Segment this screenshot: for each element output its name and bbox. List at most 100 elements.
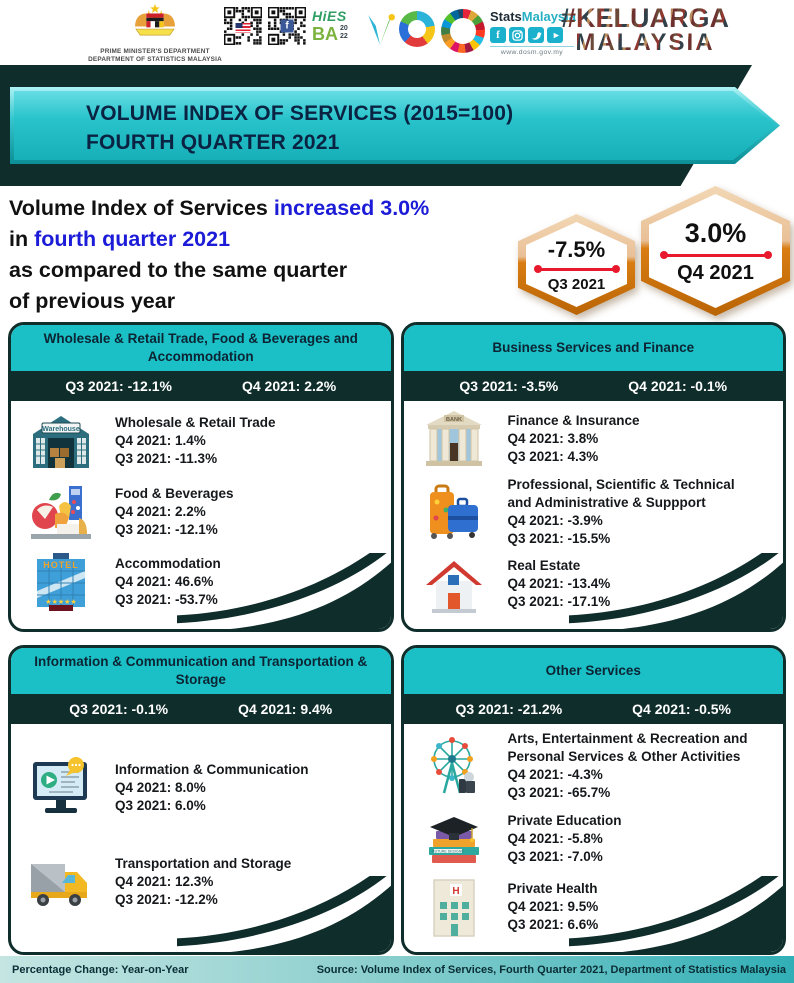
panel-stats-bar: Q3 2021: -0.1% Q4 2021: 9.4% (11, 694, 391, 724)
panel-title: Information & Communication and Transpor… (11, 648, 391, 694)
service-name: Information & Communication (115, 761, 309, 777)
hotel-icon: HOTEL ★★★★★ (29, 551, 93, 615)
service-q3-stat: Q3 2021: -53.7% (115, 592, 218, 608)
briefcase-icon (422, 480, 486, 544)
service-q3-stat: Q3 2021: 4.3% (507, 449, 599, 465)
q4-badge-label: Q4 2021 (677, 261, 754, 284)
service-item: BANK Finance & Insurance Q4 2021: 3.8% Q… (422, 407, 784, 471)
page-title-line1: VOLUME INDEX OF SERVICES (2015=100) (86, 102, 514, 125)
footer-source: Source: Volume Index of Services, Fourth… (316, 963, 786, 976)
panel-body: Information & Communication Q4 2021: 8.0… (11, 724, 391, 952)
service-q4-stat: Q4 2021: 9.5% (507, 899, 599, 915)
service-name: Finance & Insurance (507, 413, 640, 429)
hies-ba-wordmark: BA (312, 24, 338, 44)
service-q4-stat: Q4 2021: 46.6% (115, 574, 214, 590)
footer-note: Percentage Change: Year-on-Year (12, 963, 189, 976)
service-text: Finance & Insurance Q4 2021: 3.8% Q3 202… (508, 412, 640, 466)
panel-other-services: Other Services Q3 2021: -21.2% Q4 2021: … (400, 645, 786, 955)
bank-icon: BANK (422, 407, 486, 471)
service-q3-stat: Q3 2021: -15.5% (507, 530, 611, 546)
hies-year-bottom: 22 (340, 32, 348, 40)
service-q4-stat: Q4 2021: 1.4% (115, 433, 206, 449)
intro-seg1: Volume Index of Services (9, 196, 274, 220)
panel-q4-stat: Q4 2021: 2.2% (241, 378, 337, 394)
dosm-crest-block: PRIME MINISTER'S DEPARTMENT DEPARTMENT O… (85, 3, 225, 65)
youtube-icon (547, 27, 563, 43)
footer: Percentage Change: Year-on-Year Source: … (0, 956, 794, 983)
service-item: HOTEL ★★★★★ Accommodation Q4 2021: 46.6% … (29, 551, 391, 615)
service-item: Arts, Entertainment & Recreation and Per… (422, 730, 784, 802)
facebook-icon: f (490, 27, 506, 43)
red-divider (659, 251, 772, 259)
malaysia-coat-of-arms-icon (135, 3, 175, 36)
intro-highlight-quarter: fourth quarter 2021 (34, 226, 231, 251)
panel-stats-bar: Q3 2021: -21.2% Q4 2021: -0.5% (403, 694, 783, 724)
warehouse-icon: Warehouse (29, 410, 93, 474)
corner-swoosh-decoration (176, 553, 391, 629)
page-title-line2: FOURTH QUARTER 2021 (86, 130, 340, 154)
q3-badge-value: -7.5% (547, 236, 606, 262)
svg-text:FUTURE DESIGNS: FUTURE DESIGNS (432, 850, 464, 854)
service-q4-stat: Q4 2021: 12.3% (115, 873, 214, 889)
dept-line2: DEPARTMENT OF STATISTICS MALAYSIA (88, 56, 222, 64)
service-text: Real Estate Q4 2021: -13.4% Q3 2021: -17… (508, 557, 611, 611)
service-name: Transportation and Storage (115, 855, 292, 871)
service-text: Professional, Scientific & Technical and… (508, 476, 760, 548)
panel-q3-stat: Q3 2021: -21.2% (455, 701, 563, 717)
svg-text:H: H (452, 886, 459, 897)
svg-text:BANK: BANK (446, 417, 462, 423)
service-name: Real Estate (507, 558, 581, 574)
service-text: Transportation and Storage Q4 2021: 12.3… (115, 855, 291, 909)
red-divider (533, 265, 620, 273)
panel-q4-stat: Q4 2021: -0.5% (632, 701, 731, 717)
hies-year-top: 20 (340, 25, 348, 32)
svg-text:HOTEL: HOTEL (43, 560, 79, 570)
service-q3-stat: Q3 2021: -65.7% (507, 785, 611, 801)
statsmalaysia-block: StatsMalaysia f www.dosm.gov.my (490, 9, 590, 56)
service-q3-stat: Q3 2021: -12.1% (115, 521, 218, 537)
service-name: Food & Beverages (115, 485, 234, 501)
title-banner: VOLUME INDEX OF SERVICES (2015=100) FOUR… (10, 87, 780, 164)
service-q3-stat: Q3 2021: 6.6% (507, 917, 599, 933)
intro-seg3: in (9, 226, 35, 251)
qr-code-dosm-icon (223, 6, 263, 46)
service-name: Accommodation (115, 556, 221, 572)
svg-text:★★★★★: ★★★★★ (45, 598, 76, 606)
panel-q4-stat: Q4 2021: 9.4% (238, 701, 333, 717)
service-q4-stat: Q4 2021: 2.2% (115, 503, 206, 519)
census-swirl-logo-icon (399, 11, 435, 47)
panel-title: Wholesale & Retail Trade, Food & Beverag… (11, 325, 391, 371)
service-item: Professional, Scientific & Technical and… (422, 476, 784, 548)
qr-code-facebook-icon: f (267, 6, 307, 46)
service-q3-stat: Q3 2021: 6.0% (115, 797, 206, 813)
service-q4-stat: Q4 2021: -13.4% (507, 576, 611, 592)
intro-line3: as compared to the same quarter (9, 257, 348, 282)
service-name: Professional, Scientific & Technical and… (507, 476, 735, 510)
q4-badge-value: 3.0% (684, 217, 747, 248)
malaysia-flag-icon (235, 22, 251, 33)
service-item: FUTURE DESIGNS Private Education Q4 2021… (422, 807, 784, 871)
q3-badge-label: Q3 2021 (547, 275, 606, 293)
panel-title: Business Services and Finance (403, 325, 783, 371)
website-url: www.dosm.gov.my (490, 46, 574, 56)
graduation-icon: FUTURE DESIGNS (422, 807, 486, 871)
intro-text: Volume Index of Services increased 3.0% … (9, 193, 429, 317)
truck-icon (29, 850, 93, 914)
intro-line4: of previous year (9, 288, 176, 313)
service-q3-stat: Q3 2021: -7.0% (507, 848, 603, 864)
keluarga-malaysia-logo: #KELUARGA MALAYSIA (556, 6, 734, 54)
service-q4-stat: Q4 2021: 8.0% (115, 779, 206, 795)
service-item: Information & Communication Q4 2021: 8.0… (29, 756, 391, 820)
service-name: Private Education (507, 812, 622, 828)
panel-q3-stat: Q3 2021: -3.5% (459, 378, 559, 394)
panel-business-services-finance: Business Services and Finance Q3 2021: -… (400, 322, 786, 632)
panel-wholesale-retail-food-accommodation: Wholesale & Retail Trade, Food & Beverag… (8, 322, 394, 632)
intro-highlight-growth: increased 3.0% (273, 196, 430, 220)
service-item: Transportation and Storage Q4 2021: 12.3… (29, 850, 391, 914)
svg-text:Warehouse: Warehouse (42, 426, 80, 433)
service-text: Private Education Q4 2021: -5.8% Q3 2021… (508, 812, 622, 866)
panel-body: BANK Finance & Insurance Q4 2021: 3.8% Q… (404, 401, 784, 629)
dept-line1: PRIME MINISTER'S DEPARTMENT (100, 48, 210, 55)
service-item: H Private Health Q4 2021: 9.5% Q3 2021: … (422, 876, 784, 940)
